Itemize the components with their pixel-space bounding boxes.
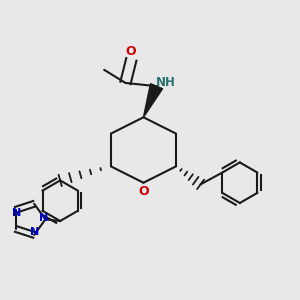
Text: NH: NH — [156, 76, 176, 89]
Text: N: N — [12, 208, 22, 218]
Polygon shape — [143, 84, 163, 117]
Text: N: N — [31, 226, 40, 237]
Text: O: O — [125, 45, 136, 58]
Text: N: N — [39, 213, 48, 223]
Text: O: O — [138, 185, 149, 198]
